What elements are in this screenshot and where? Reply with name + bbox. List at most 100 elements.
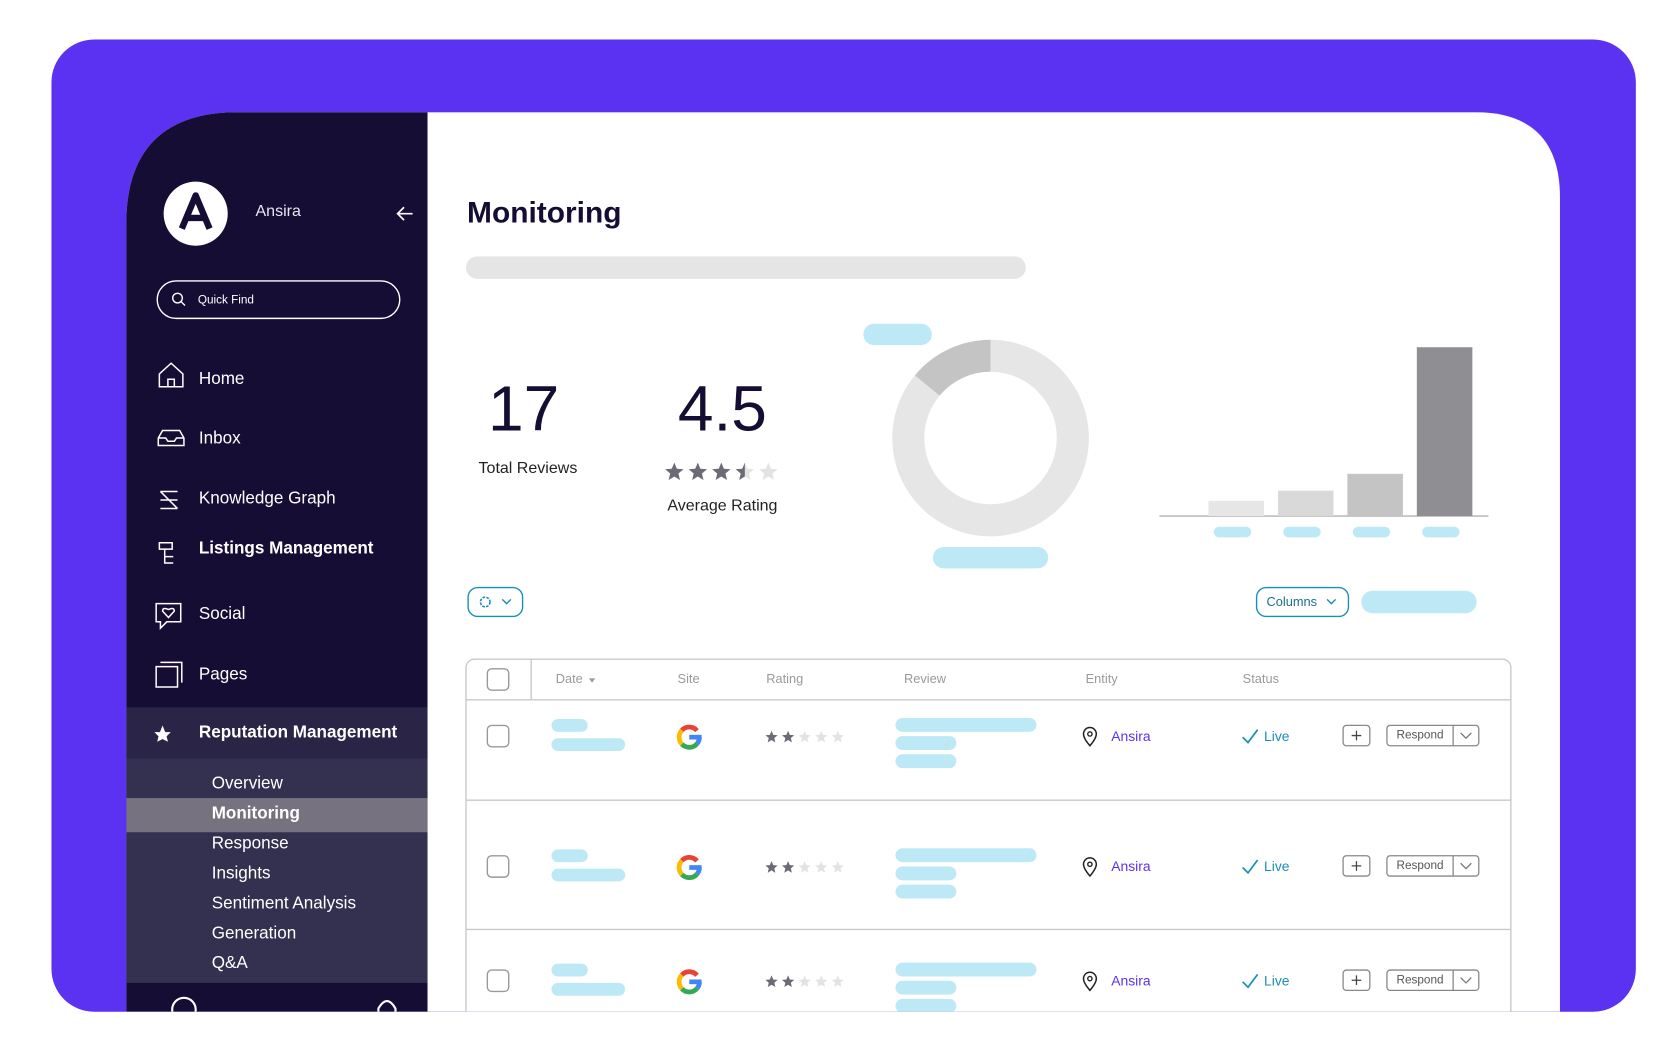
chevron bbox=[1460, 732, 1472, 740]
subnav-item[interactable]: Overview bbox=[212, 774, 284, 793]
subnav-bg bbox=[126, 758, 428, 983]
placeholder-pill bbox=[932, 547, 1049, 569]
column-header[interactable]: Site bbox=[678, 671, 700, 686]
columns-button-label: Columns bbox=[1267, 594, 1318, 609]
placeholder-pill bbox=[551, 868, 626, 882]
location-pin bbox=[1082, 857, 1098, 878]
google-logo-part bbox=[689, 979, 702, 985]
placeholder-pill bbox=[551, 982, 626, 996]
star bbox=[798, 975, 811, 988]
stat-value: 17 bbox=[488, 372, 559, 444]
nav-item[interactable]: Listings Management bbox=[199, 539, 374, 558]
column-header[interactable]: Entity bbox=[1086, 671, 1119, 686]
entity-link[interactable]: Ansira bbox=[1111, 973, 1151, 989]
star bbox=[765, 975, 778, 988]
placeholder-pill bbox=[1361, 590, 1477, 614]
star bbox=[831, 861, 844, 873]
home-icon bbox=[158, 362, 184, 388]
notification-icon[interactable] bbox=[377, 1000, 397, 1017]
star bbox=[735, 462, 745, 480]
check-icon bbox=[1242, 729, 1259, 744]
placeholder-pill bbox=[551, 738, 626, 752]
search-box[interactable] bbox=[156, 280, 401, 320]
google-logo-part bbox=[680, 741, 700, 750]
google-logo-part bbox=[680, 724, 699, 733]
google-logo-part bbox=[676, 973, 684, 991]
placeholder-bar bbox=[465, 256, 1026, 279]
respond-label: Respond bbox=[1397, 729, 1444, 742]
search-icon bbox=[180, 301, 186, 307]
column-header[interactable]: Review bbox=[904, 671, 947, 686]
location-pin bbox=[1082, 971, 1098, 992]
star bbox=[665, 462, 684, 480]
placeholder-pill bbox=[1422, 526, 1460, 538]
nav-item[interactable]: Social bbox=[199, 604, 246, 623]
placeholder-pill bbox=[895, 980, 957, 995]
select-all-checkbox[interactable] bbox=[486, 668, 510, 691]
chevron bbox=[1460, 977, 1472, 984]
check-icon bbox=[1242, 859, 1259, 875]
subnav-item[interactable]: Q&A bbox=[212, 953, 249, 972]
nav-item[interactable]: Home bbox=[199, 369, 245, 388]
subnav-item[interactable]: Sentiment Analysis bbox=[212, 893, 356, 912]
sort-arrow bbox=[588, 678, 596, 683]
bar bbox=[1277, 490, 1334, 517]
stat-label: Total Reviews bbox=[479, 459, 578, 477]
status: Live bbox=[1264, 858, 1290, 874]
stat-value: 4.5 bbox=[678, 372, 767, 444]
nav-section[interactable]: Reputation Management bbox=[199, 722, 398, 741]
placeholder-pill bbox=[895, 884, 957, 899]
google-logo-part bbox=[689, 865, 702, 870]
nav-item[interactable]: Knowledge Graph bbox=[199, 488, 336, 507]
star bbox=[781, 975, 795, 988]
collapse-button[interactable] bbox=[396, 206, 413, 221]
profile-icon[interactable] bbox=[171, 996, 197, 1022]
plus-icon bbox=[1351, 861, 1362, 871]
subnav-item[interactable]: Monitoring bbox=[212, 804, 300, 823]
respond-button[interactable] bbox=[1386, 969, 1480, 992]
plus-icon bbox=[1351, 975, 1362, 986]
columns-button[interactable] bbox=[1255, 586, 1350, 618]
nav-item[interactable]: Pages bbox=[199, 665, 247, 684]
logo bbox=[163, 181, 228, 246]
column-header[interactable]: Rating bbox=[766, 671, 803, 686]
google-logo-part bbox=[680, 986, 700, 995]
nav-item[interactable]: Inbox bbox=[199, 429, 241, 448]
column-header[interactable]: Status bbox=[1243, 671, 1279, 686]
column-header[interactable]: Date bbox=[556, 671, 583, 686]
respond-button[interactable] bbox=[1386, 855, 1480, 877]
subnav-item[interactable]: Response bbox=[212, 834, 289, 853]
donut-segment bbox=[892, 339, 1089, 537]
placeholder-pill bbox=[895, 848, 1037, 863]
respond-button[interactable] bbox=[1386, 724, 1480, 747]
star bbox=[781, 730, 795, 743]
star bbox=[712, 462, 731, 480]
placeholder-pill bbox=[1352, 526, 1391, 538]
entity-link[interactable]: Ansira bbox=[1111, 858, 1151, 874]
graph-icon bbox=[159, 490, 179, 510]
row-checkbox[interactable] bbox=[486, 855, 510, 878]
respond-label: Respond bbox=[1397, 973, 1444, 986]
subnav-item[interactable]: Insights bbox=[212, 863, 271, 882]
location-pin bbox=[1082, 726, 1098, 747]
location-pin bbox=[1087, 861, 1093, 868]
chevron bbox=[501, 598, 512, 605]
placeholder-pill bbox=[895, 717, 1037, 732]
placeholder-pill bbox=[863, 323, 932, 346]
google-logo bbox=[676, 724, 702, 750]
entity-link[interactable]: Ansira bbox=[1111, 728, 1151, 744]
settings-button[interactable] bbox=[467, 586, 524, 618]
inbox-icon bbox=[157, 429, 185, 447]
bar bbox=[1416, 347, 1473, 517]
placeholder-pill bbox=[551, 963, 588, 977]
gear-icon bbox=[479, 596, 491, 608]
row-checkbox[interactable] bbox=[486, 969, 510, 993]
placeholder-pill bbox=[895, 962, 1037, 977]
subnav-item[interactable]: Generation bbox=[212, 923, 297, 942]
placeholder-pill bbox=[1213, 526, 1252, 538]
star bbox=[815, 975, 828, 988]
page-title: Monitoring bbox=[467, 197, 621, 230]
row-checkbox[interactable] bbox=[486, 724, 510, 748]
google-logo-part bbox=[680, 855, 699, 863]
section-header-bg bbox=[126, 707, 428, 759]
